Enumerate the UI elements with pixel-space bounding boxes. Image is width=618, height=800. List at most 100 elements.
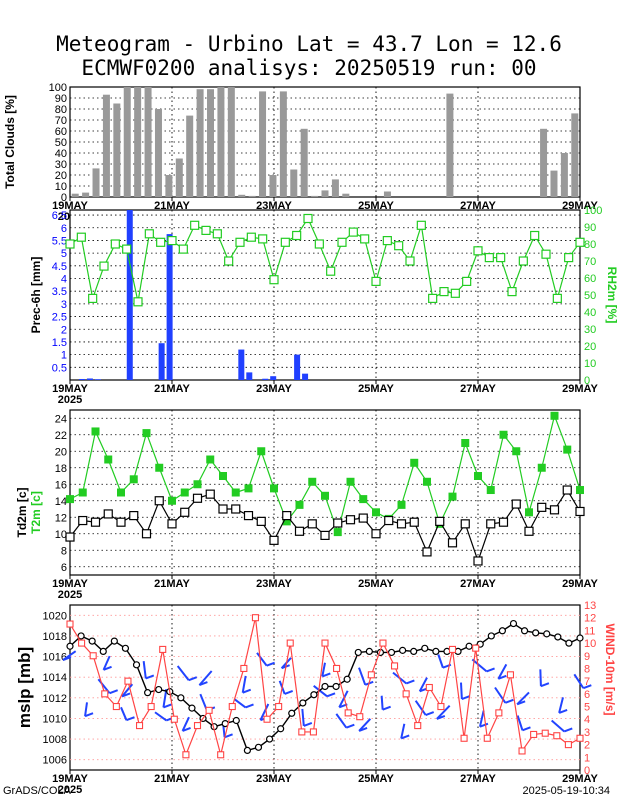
rh-point: [144, 229, 154, 239]
wind-point: [159, 645, 167, 653]
mslp-point: [354, 648, 362, 657]
y-tick-label: 0: [61, 192, 67, 204]
x-tick-label: 19MAY: [52, 383, 88, 395]
x-year-label: 2025: [58, 784, 82, 796]
wind-barb: [358, 667, 367, 686]
rh-point: [462, 276, 472, 286]
t2m-point: [219, 472, 227, 480]
rh-point: [88, 293, 98, 303]
wind-barb-flag: [103, 665, 112, 671]
y2-tick-label: 9: [584, 651, 590, 663]
y2-tick-label: 10: [584, 638, 596, 650]
x-tick-label: 27MAY: [460, 578, 496, 590]
precip-bar: [238, 349, 245, 380]
wind-barb-flag: [406, 679, 415, 685]
x-tick-label: 23MAY: [256, 578, 292, 590]
t2m-point: [129, 475, 138, 484]
wind-barb-flag: [400, 734, 410, 740]
y-tick-label: 1.5: [52, 337, 67, 349]
mslp-point: [565, 639, 573, 647]
mslp-point: [576, 634, 584, 642]
rh-point: [371, 276, 381, 286]
td2m-point: [473, 556, 483, 566]
mslp-point: [343, 675, 351, 683]
td2m-point: [575, 506, 585, 517]
cloud-bar: [144, 87, 152, 197]
cloud-bar: [560, 153, 568, 197]
td2m-point: [345, 515, 356, 525]
wind-barb: [198, 670, 213, 686]
footer-left: GrADS/COLA: [3, 785, 71, 797]
y-tick-label: 16: [55, 479, 67, 491]
cloud-bar: [269, 175, 277, 197]
y-tick-label: 90: [55, 93, 67, 105]
y-tick-label: 6: [61, 223, 67, 235]
wind-barb: [497, 663, 508, 680]
wind-point: [333, 664, 341, 673]
wind-point: [78, 639, 86, 647]
mslp-point: [554, 633, 562, 641]
mslp-point: [88, 637, 96, 645]
cloud-bar: [196, 89, 204, 197]
td2m-point: [90, 517, 101, 527]
wind-barb-flag: [121, 692, 131, 698]
wind-barb: [494, 686, 507, 704]
td2m-point: [511, 499, 521, 509]
cloud-bar: [71, 193, 79, 197]
wind-barb-flag: [182, 727, 191, 732]
wind-point: [147, 702, 155, 711]
precip-bar: [294, 354, 301, 380]
wind-barb: [162, 688, 168, 708]
td2m-point: [243, 511, 254, 521]
td2m-point: [141, 529, 152, 539]
wind-barb-flag: [358, 726, 368, 732]
title-line-1: Meteogram - Urbino Lat = 43.7 Lon = 12.6: [56, 32, 562, 56]
wind-point: [472, 644, 480, 652]
wind-barb: [558, 697, 564, 714]
mslp-point: [509, 619, 518, 628]
mslp-point: [365, 647, 373, 656]
y-axis-label: Total Clouds [%]: [3, 95, 17, 189]
x-tick-label: 25MAY: [358, 200, 394, 212]
y-tick-label: 5.5: [52, 235, 67, 247]
x-tick-label: 23MAY: [256, 383, 292, 395]
td2m-point: [549, 505, 560, 515]
t2m-point: [231, 488, 240, 497]
wind-point: [228, 702, 236, 711]
precip-bar: [158, 343, 165, 380]
rh-point: [416, 220, 426, 230]
mslp-point: [177, 694, 185, 702]
wind-barb: [516, 691, 530, 706]
rh-line: [69, 217, 581, 302]
td2m-point: [180, 507, 190, 517]
td2m-point: [447, 538, 458, 548]
x-tick-label: 21MAY: [154, 578, 190, 590]
y-tick-label: 20: [55, 446, 67, 458]
t2m-point: [206, 455, 215, 464]
rh-point: [167, 236, 177, 246]
td2m-point: [205, 489, 215, 499]
rh-point: [394, 241, 404, 251]
y2-tick-label: 40: [584, 307, 596, 319]
t2m-point: [117, 488, 125, 497]
wind-barb-flag: [109, 689, 119, 695]
wind-point: [506, 671, 515, 679]
rh-point: [110, 239, 120, 249]
wind-barb-flag: [516, 700, 526, 706]
y-tick-label: 4.5: [52, 261, 67, 273]
mslp-point: [288, 709, 296, 717]
rh-point: [518, 256, 528, 266]
mslp-point: [432, 647, 440, 656]
wind-barb-flag: [563, 727, 573, 733]
wind-barb: [460, 682, 463, 700]
wind-point: [437, 702, 445, 711]
cloud-bar: [259, 91, 267, 197]
cloud-bar: [540, 128, 548, 197]
x-tick-label: 23MAY: [256, 773, 292, 785]
wind-barb-flag: [461, 695, 471, 700]
wind-point: [251, 614, 260, 622]
wind-point: [390, 662, 399, 670]
t2m-point: [461, 439, 470, 447]
x-tick-label: 29MAY: [562, 383, 598, 395]
rh-point: [280, 237, 290, 247]
